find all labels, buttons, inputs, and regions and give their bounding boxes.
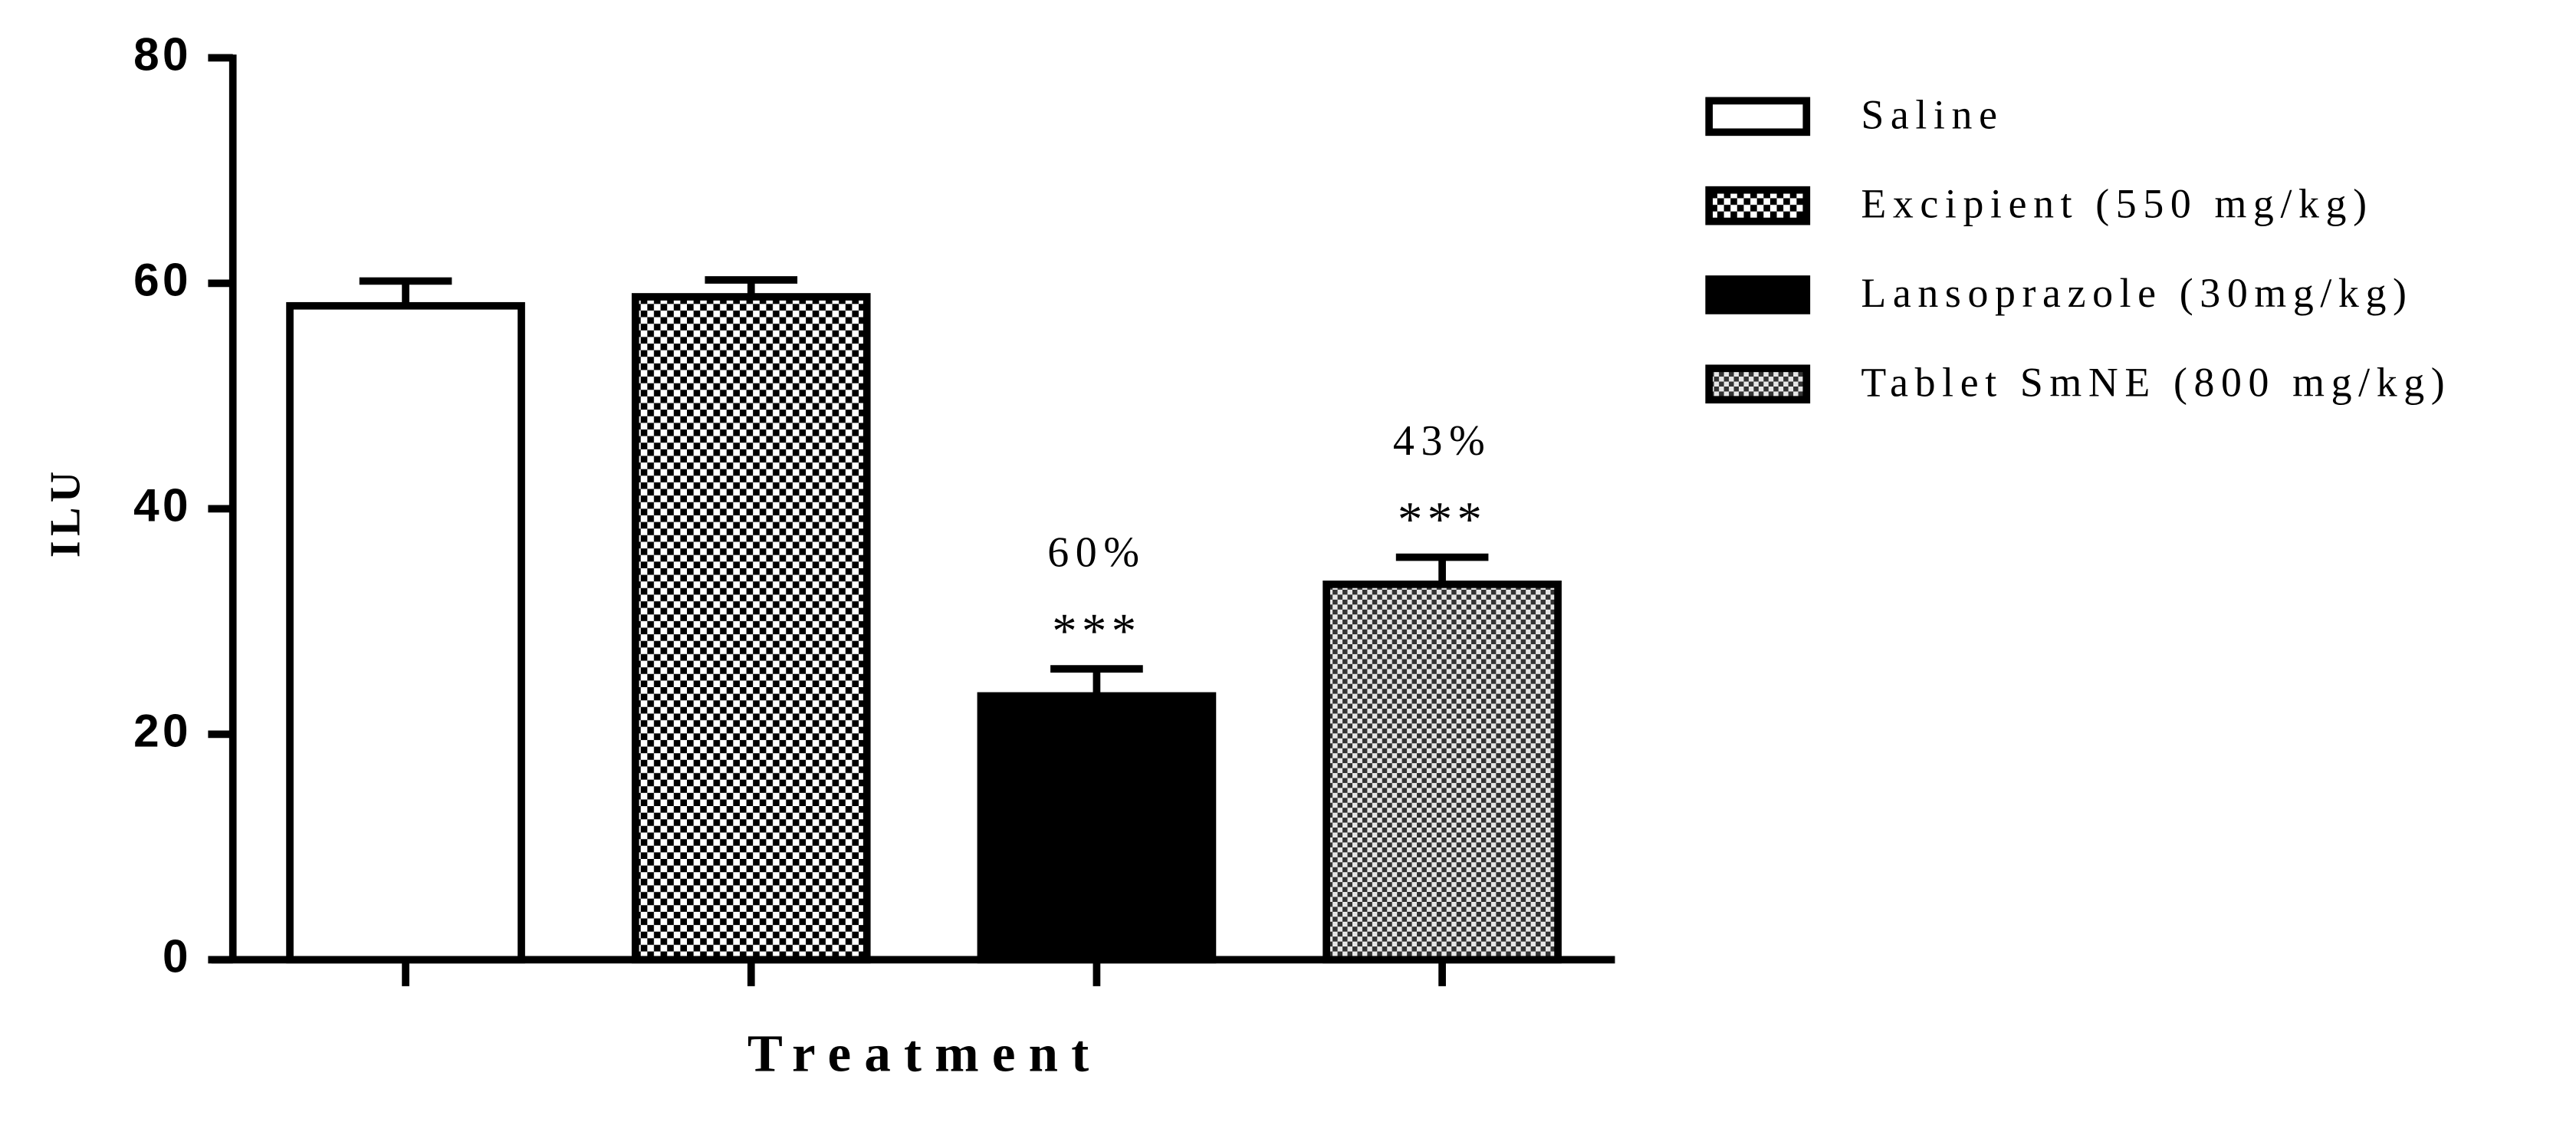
legend-swatch <box>1705 186 1811 225</box>
bar <box>631 293 871 964</box>
y-tick-label: 0 <box>163 930 192 982</box>
legend-label: Lansoprazole (30mg/kg) <box>1861 270 2413 316</box>
legend-label: Tablet SmNE (800 mg/kg) <box>1861 359 2451 405</box>
reduction-label: 60% <box>1047 528 1145 576</box>
legend-swatch <box>1705 97 1811 137</box>
x-axis-title: Treatment <box>748 1024 1102 1082</box>
bar <box>977 692 1217 964</box>
y-tick-label: 60 <box>133 253 192 305</box>
significance-label: *** <box>1398 491 1487 546</box>
legend-label: Excipient (550 mg/kg) <box>1861 181 2373 227</box>
legend-swatch <box>1705 364 1811 404</box>
bar <box>286 301 525 964</box>
legend-swatch <box>1705 275 1811 314</box>
legend-label: Saline <box>1861 91 2003 137</box>
y-tick-label: 40 <box>133 479 192 531</box>
bar <box>1322 581 1562 964</box>
y-tick-label: 80 <box>133 28 192 80</box>
reduction-label: 43% <box>1393 417 1491 465</box>
y-tick-label: 20 <box>133 704 192 756</box>
significance-label: *** <box>1052 603 1141 658</box>
y-axis-title: ILU <box>41 466 89 558</box>
